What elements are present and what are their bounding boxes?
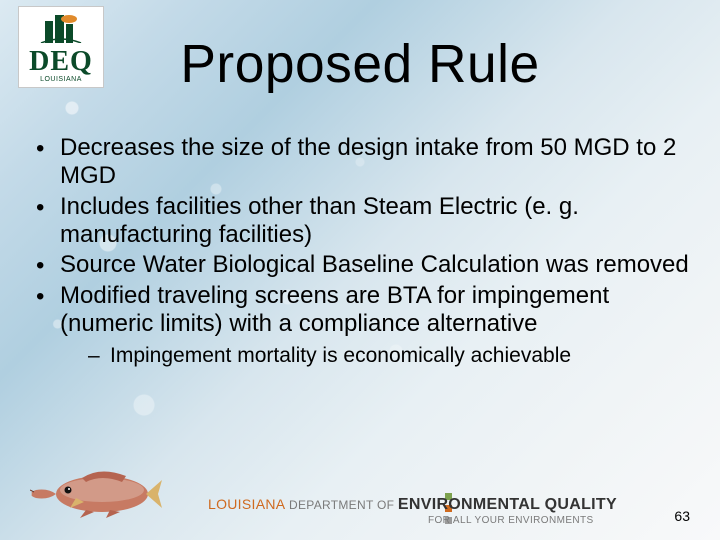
fish-icon: [30, 464, 162, 518]
content-area: Decreases the size of the design intake …: [30, 134, 690, 371]
bullet-text: Decreases the size of the design intake …: [60, 134, 676, 189]
slide: DEQ LOUISIANA Proposed Rule Decreases th…: [0, 0, 720, 540]
sub-bullet-item: Impingement mortality is economically ac…: [88, 344, 690, 369]
footer-eq: ENVIRONMENTAL QUALITY: [398, 496, 617, 513]
footer-dept: DEPARTMENT OF: [285, 498, 398, 512]
bullet-item: Decreases the size of the design intake …: [30, 134, 690, 191]
footer-louisiana: LOUISIANA: [208, 496, 285, 512]
footer-line1: LOUISIANA DEPARTMENT OF ENVIRONMENTAL QU…: [208, 496, 617, 514]
footer-tagline: FOR ALL YOUR ENVIRONMENTS: [428, 515, 617, 526]
page-number: 63: [674, 508, 690, 524]
bullet-text: Modified traveling screens are BTA for i…: [60, 282, 609, 337]
sub-bullet-text: Impingement mortality is economically ac…: [110, 344, 571, 367]
bullet-text: Source Water Biological Baseline Calcula…: [60, 251, 689, 278]
bullet-item: Modified traveling screens are BTA for i…: [30, 282, 690, 369]
bullet-text: Includes facilities other than Steam Ele…: [60, 193, 579, 248]
slide-title: Proposed Rule: [0, 34, 720, 95]
bullet-item: Includes facilities other than Steam Ele…: [30, 193, 690, 250]
footer-logo: LOUISIANA DEPARTMENT OF ENVIRONMENTAL QU…: [208, 492, 617, 530]
bullet-item: Source Water Biological Baseline Calcula…: [30, 251, 690, 279]
